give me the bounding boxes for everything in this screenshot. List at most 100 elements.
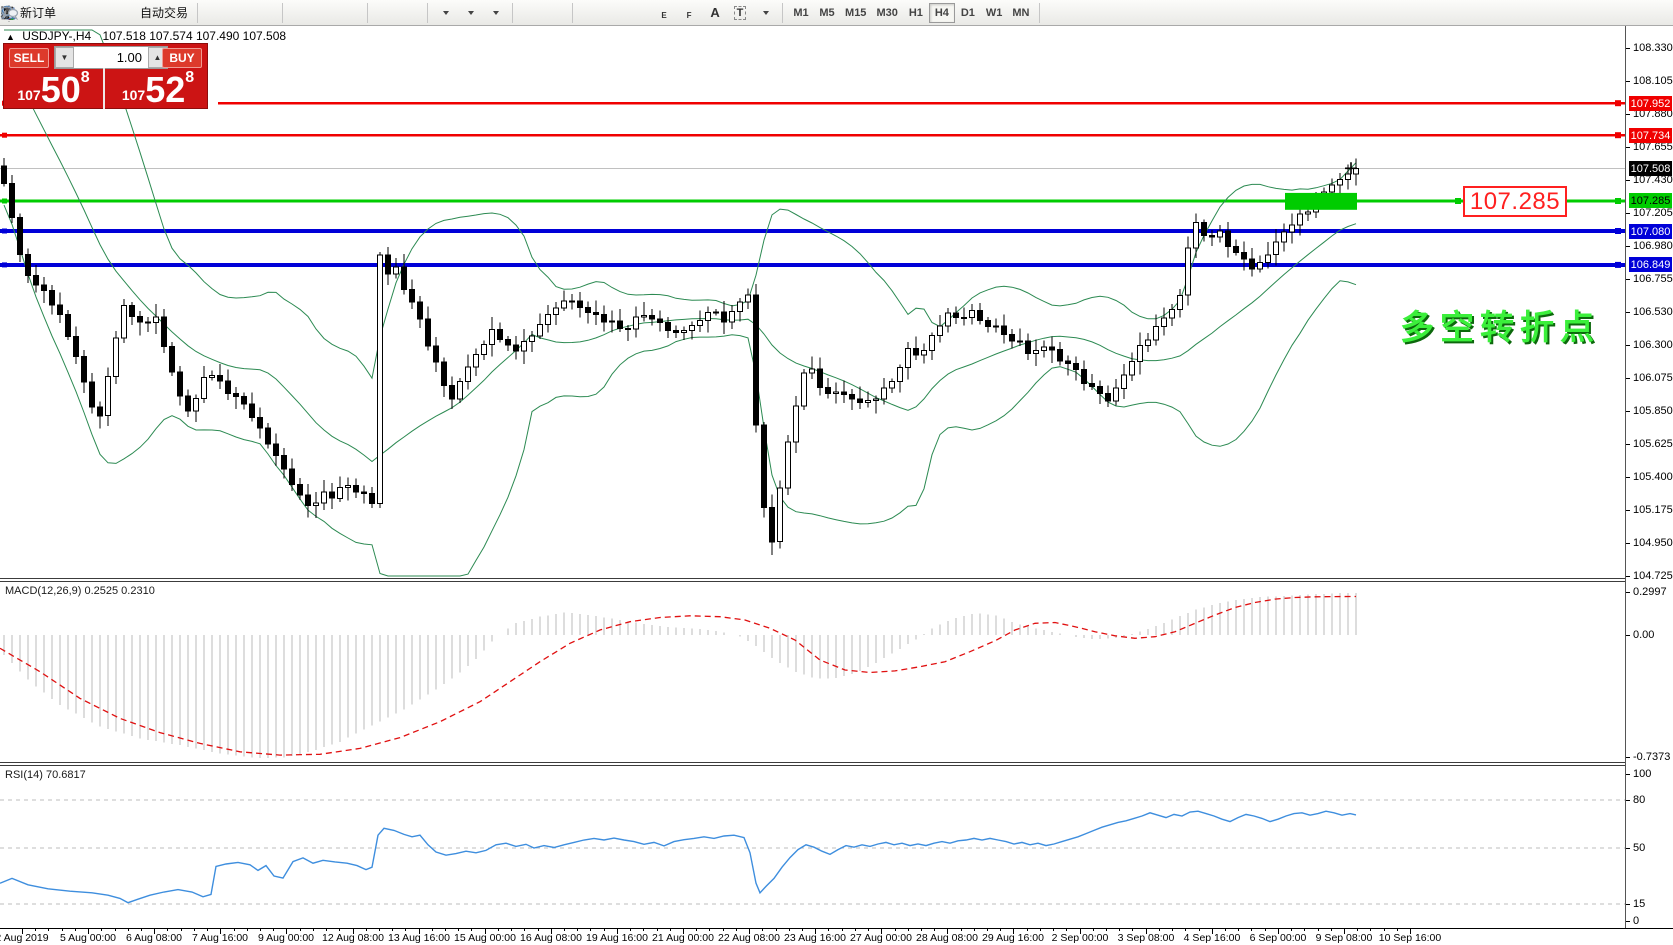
time-minor-tick (1119, 929, 1120, 931)
price-tick (1626, 312, 1630, 313)
tab-timeframe-m30[interactable]: M30 (876, 6, 898, 19)
autotrade-button[interactable]: 自动交易 (1, 2, 192, 24)
time-major-tick (1344, 929, 1345, 934)
price-tick-label: 105.625 (1633, 438, 1673, 450)
time-major-tick (551, 929, 552, 934)
rsi-tick (1626, 774, 1630, 775)
time-label: 16 Aug 08:00 (520, 932, 582, 944)
time-minor-tick (1265, 929, 1266, 931)
chart-shift-button[interactable] (2, 2, 422, 24)
price-tick (1626, 378, 1630, 379)
time-axis[interactable]: 2 Aug 2019 5 Aug 00:00 6 Aug 08:00 7 Aug 16… (0, 928, 1673, 945)
price-tick (1626, 180, 1630, 181)
sell-button[interactable]: SELL (9, 48, 49, 68)
time-label: 13 Aug 16:00 (388, 932, 450, 944)
price-tick-label: 105.850 (1633, 405, 1673, 417)
tab-timeframe-m1[interactable]: M1 (793, 6, 809, 19)
search-button[interactable] (1, 2, 1645, 24)
macd-label: MACD(12,26,9) 0.2525 0.2310 (5, 585, 155, 597)
time-minor-tick (445, 929, 446, 931)
time-minor-tick (1384, 929, 1385, 931)
indicators-button[interactable] (1, 2, 457, 24)
price-tick-label: 107.880 (1633, 108, 1673, 120)
turning-point-annotation[interactable]: 多空转折点 (1400, 309, 1600, 347)
chat-button[interactable] (0, 2, 1669, 24)
time-minor-tick (934, 929, 935, 931)
time-minor-tick (670, 929, 671, 931)
arrows-tool-button[interactable] (2, 2, 777, 24)
tab-timeframe-mn[interactable]: MN (1012, 6, 1030, 19)
macd-panel[interactable] (0, 582, 1625, 762)
tab-timeframe-h4[interactable]: H4 (928, 2, 955, 23)
market-watch-button[interactable] (1, 2, 110, 24)
auto-scroll-button[interactable] (2, 2, 397, 24)
buy-price[interactable]: 107 52 8 (107, 68, 209, 109)
chart-title: ▲ USDJPY-,H4 107.518 107.574 107.490 107… (6, 29, 286, 43)
label-tool-icon: T (733, 5, 747, 20)
fibonacci-tool-button[interactable]: F (1, 2, 702, 24)
price-axis[interactable]: 108.330 108.105 107.880 107.655 107.430 107.2… (1625, 26, 1673, 928)
expand-marker-icon[interactable]: ▲ (6, 32, 15, 42)
signals-button[interactable] (1, 2, 135, 24)
zoom-in-button[interactable] (2, 2, 312, 24)
time-minor-tick (577, 929, 578, 931)
time-minor-tick (1172, 929, 1173, 931)
channel-tool-button[interactable]: E (0, 2, 677, 24)
time-label: 6 Aug 08:00 (125, 932, 183, 944)
new-order-button[interactable]: 新订单 (1, 2, 60, 24)
time-major-tick (353, 929, 354, 934)
hline-tool-button[interactable] (1, 2, 627, 24)
time-minor-tick (696, 929, 697, 931)
toolbar-separator (282, 2, 284, 23)
time-minor-tick (709, 929, 710, 931)
volume-input[interactable] (74, 47, 148, 68)
tab-timeframe-m15[interactable]: M15 (845, 6, 867, 19)
symbol-period-label: USDJPY-,H4 (22, 29, 92, 43)
fibonacci-letter: F (686, 11, 692, 20)
trendline-tool-button[interactable] (1, 2, 652, 24)
panel-separator[interactable] (0, 762, 1673, 763)
macd-tick-label: 0.00 (1633, 629, 1655, 641)
periods-button[interactable] (1, 2, 482, 24)
price-tick (1626, 444, 1630, 445)
price-tick-label: 104.950 (1633, 537, 1673, 549)
crosshair-tool-button[interactable] (1, 2, 567, 24)
key-level-label[interactable]: 107.285 (1463, 186, 1567, 217)
zoom-out-button[interactable] (2, 2, 337, 24)
volume-decrease-button[interactable]: ▼ (55, 47, 74, 68)
sell-price[interactable]: 107 50 8 (4, 68, 105, 109)
main-chart[interactable] (0, 26, 1625, 578)
vline-tool-button[interactable] (5, 2, 602, 24)
text-tool-button[interactable]: A (703, 2, 727, 24)
time-minor-tick (987, 929, 988, 931)
price-tick-label: 106.075 (1633, 372, 1673, 384)
tab-timeframe-w1[interactable]: W1 (985, 6, 1003, 19)
time-minor-tick (1040, 929, 1041, 931)
history-center-button[interactable] (1, 2, 85, 24)
time-major-tick (88, 929, 89, 934)
tab-timeframe-h1[interactable]: H1 (908, 6, 923, 19)
rsi-panel[interactable] (0, 766, 1625, 928)
time-minor-tick (908, 929, 909, 931)
time-label: 15 Aug 00:00 (454, 932, 516, 944)
panel-separator (0, 581, 1673, 582)
buy-button[interactable]: BUY (162, 48, 202, 68)
line-chart-mode-button[interactable] (1, 2, 277, 24)
templates-button[interactable] (1, 2, 507, 24)
dropdown-caret (763, 10, 770, 15)
time-major-tick (419, 929, 420, 934)
sell-price-pip: 8 (80, 69, 90, 86)
time-minor-tick (657, 929, 658, 931)
panel-separator[interactable] (0, 578, 1673, 579)
candle-chart-mode-button[interactable] (1, 2, 252, 24)
price-tick-label: 106.530 (1633, 306, 1673, 318)
tab-timeframe-m5[interactable]: M5 (819, 6, 835, 19)
label-tool-button[interactable]: T (728, 2, 752, 24)
time-minor-tick (524, 929, 525, 931)
bar-chart-mode-button[interactable] (1, 2, 227, 24)
tab-timeframe-d1[interactable]: D1 (960, 6, 975, 19)
cursor-tool-button[interactable] (3, 2, 542, 24)
rsi-tick-label: 50 (1633, 842, 1646, 854)
tile-windows-button[interactable] (2, 2, 362, 24)
time-major-tick (683, 929, 684, 934)
